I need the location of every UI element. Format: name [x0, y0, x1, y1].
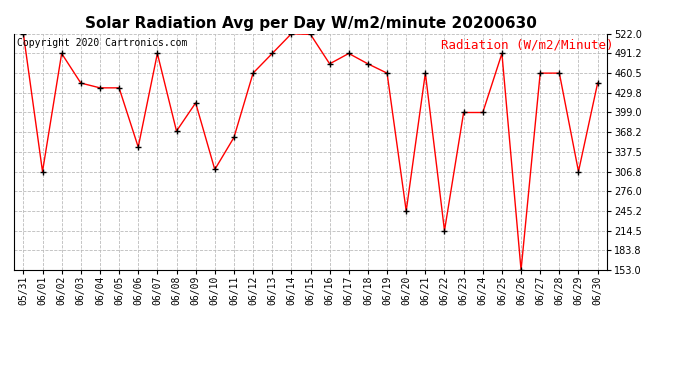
Text: Copyright 2020 Cartronics.com: Copyright 2020 Cartronics.com: [17, 39, 187, 48]
Title: Solar Radiation Avg per Day W/m2/minute 20200630: Solar Radiation Avg per Day W/m2/minute …: [85, 16, 536, 31]
Text: Radiation (W/m2/Minute): Radiation (W/m2/Minute): [441, 39, 613, 51]
